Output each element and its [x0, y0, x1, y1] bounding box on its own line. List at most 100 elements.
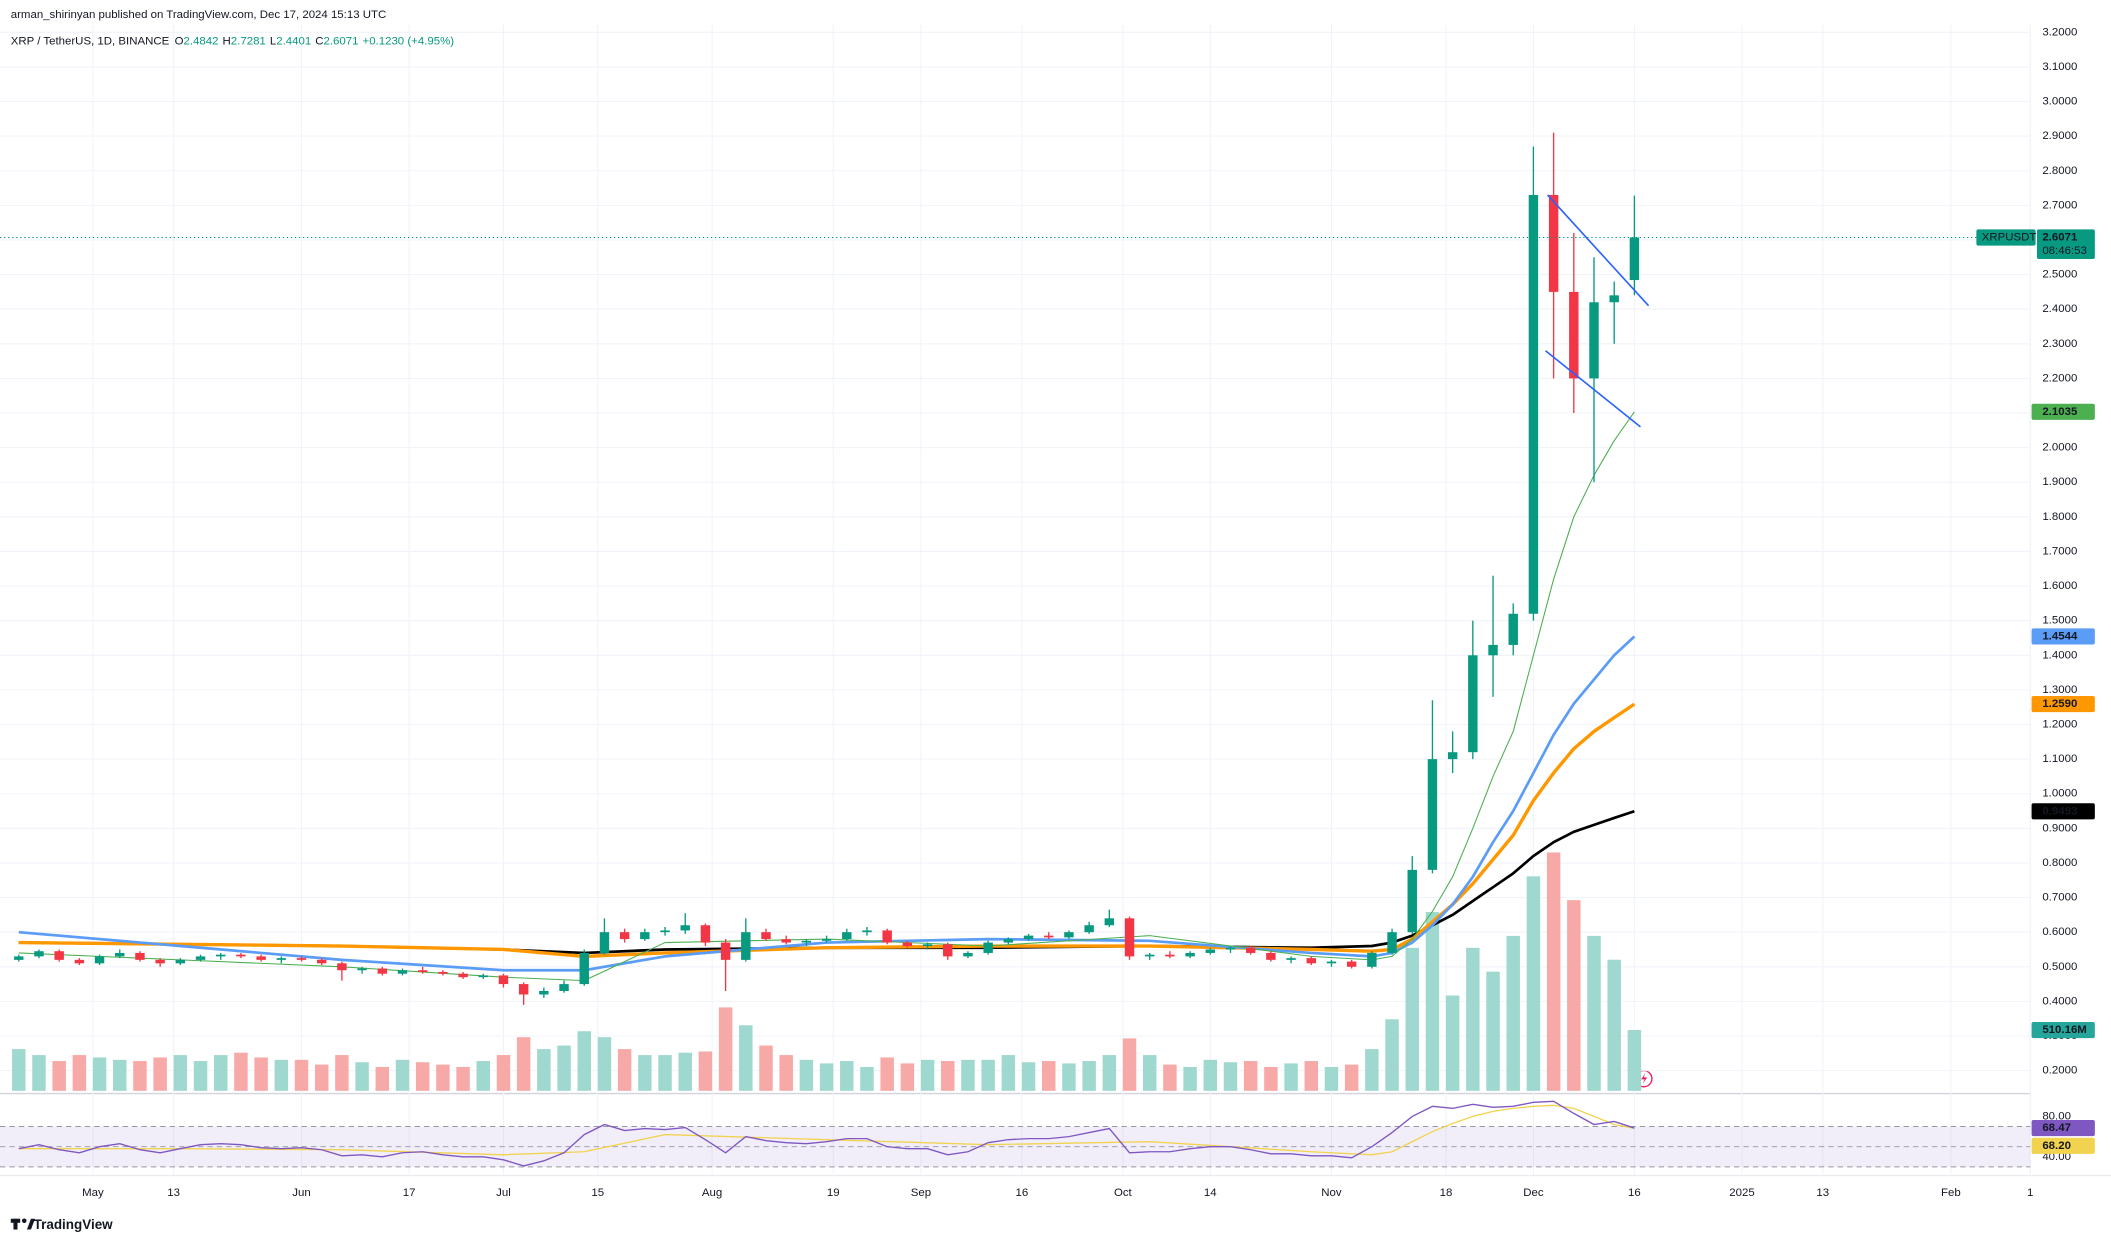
candle-body: [559, 984, 569, 992]
trendline: [1545, 350, 1641, 428]
x-tick-label: 18: [1440, 1187, 1453, 1199]
volume-bar: [375, 1066, 390, 1091]
y-tick-label: 0.6000: [2042, 926, 2077, 938]
candle-body: [1629, 237, 1640, 281]
volume-bar: [133, 1061, 147, 1091]
x-tick-label: 19: [827, 1187, 840, 1199]
logo-part: [21, 1218, 27, 1224]
volume-bar: [1082, 1061, 1096, 1091]
volume-bar: [1607, 959, 1621, 1091]
volume-bar: [1506, 935, 1520, 1091]
candle-body: [1447, 752, 1458, 760]
candle-body: [619, 932, 630, 940]
volume-bar: [537, 1049, 551, 1091]
candle-body: [741, 932, 751, 960]
candle-body: [922, 944, 933, 947]
x-tick-label: 2025: [1729, 1187, 1754, 1199]
y-tick-label: 0.2000: [2042, 1065, 2077, 1077]
x-tick-label: Nov: [1321, 1187, 1342, 1199]
candle-body: [195, 956, 206, 960]
candle-body: [1387, 932, 1397, 953]
ticker-box: [1976, 229, 2036, 246]
candle-body: [882, 930, 892, 943]
candle-body: [1266, 952, 1276, 960]
volume-bar: [1466, 947, 1480, 1091]
candle-body: [498, 975, 509, 985]
ohlc-value: 2.4842: [184, 36, 219, 48]
trendline: [1546, 194, 1650, 307]
ma-last-value: 2.1035: [2042, 406, 2078, 418]
candle-body: [216, 954, 226, 957]
y-tick-label: 2.4000: [2042, 303, 2077, 315]
y-tick-label: 2.7000: [2042, 199, 2077, 211]
candle-body: [316, 959, 327, 964]
brand: TradingView: [34, 1217, 114, 1232]
y-tick-label: 0.5000: [2042, 961, 2077, 973]
volume-bar: [678, 1052, 692, 1091]
candle-body: [1589, 302, 1599, 379]
volume-bar: [214, 1055, 228, 1091]
ma-last-value-box: [2031, 696, 2095, 713]
volume-bar: [759, 1045, 773, 1091]
volume-bar: [516, 1037, 531, 1091]
candle-body: [1609, 295, 1619, 303]
candle-body: [1508, 613, 1518, 645]
y-tick-label: 2.0000: [2042, 442, 2077, 454]
volume-bar: [1203, 1059, 1218, 1091]
volume-bar: [335, 1055, 349, 1091]
candle-body: [256, 956, 266, 960]
current-price: 2.6071: [2042, 232, 2078, 244]
volume-bar: [52, 1061, 66, 1091]
ma-last-value: 0.9493: [2042, 805, 2077, 817]
volume-bar: [113, 1059, 127, 1091]
x-tick-label: 15: [591, 1187, 604, 1199]
logo-part: [26, 1218, 36, 1230]
candle-body: [720, 942, 731, 960]
volume-bar: [1344, 1064, 1359, 1091]
grid: [0, 24, 2031, 1176]
y-tick-label: 1.1000: [2042, 753, 2077, 765]
candle-body: [640, 932, 650, 940]
candle-body: [74, 959, 85, 964]
volume-bar: [1425, 912, 1440, 1091]
rsi-ma-badge-box: [2031, 1137, 2095, 1154]
volume-bar: [1042, 1061, 1056, 1091]
volume-bar: [1183, 1066, 1197, 1091]
candle-body: [1104, 918, 1115, 926]
candle-body: [175, 959, 186, 964]
volume: [12, 852, 1642, 1091]
rsi-ma-line: [18, 1104, 1635, 1156]
candle-body: [1185, 952, 1195, 957]
candle-body: [14, 956, 24, 960]
x-tick-label: Feb: [1941, 1187, 1961, 1199]
y-tick-label: 1.8000: [2042, 511, 2077, 523]
candle-body: [115, 952, 125, 957]
candle-body: [94, 956, 105, 964]
y-tick-label: 1.3000: [2042, 684, 2077, 696]
volume-bar: [779, 1055, 793, 1091]
candle-body: [943, 944, 953, 957]
moving-average: [18, 702, 1636, 959]
ohlc-value: 2.7281: [231, 36, 266, 48]
y-tick-label: 2.9000: [2042, 130, 2077, 142]
x-tick-label: 13: [1816, 1187, 1829, 1199]
volume-bar: [1142, 1055, 1157, 1091]
volume-bar: [415, 1062, 430, 1091]
candle-body: [236, 954, 246, 957]
volume-bar: [234, 1052, 248, 1091]
volume-bar: [1284, 1063, 1298, 1091]
ohlc-letter: H: [223, 36, 231, 48]
candles: [14, 132, 1640, 1005]
candle-body: [1346, 961, 1357, 967]
volume-bar: [476, 1061, 491, 1091]
candle-body: [337, 963, 347, 971]
symbol-legend: XRP / TetherUS, 1D, BINANCE O2.4842 H2.728…: [11, 36, 454, 48]
y-tick-label: 2.3000: [2042, 338, 2077, 350]
candle-body: [599, 932, 610, 953]
candle-body: [438, 971, 448, 974]
volume-bar: [1062, 1063, 1076, 1091]
volume-bar: [840, 1061, 854, 1091]
volume-bar: [617, 1049, 632, 1091]
